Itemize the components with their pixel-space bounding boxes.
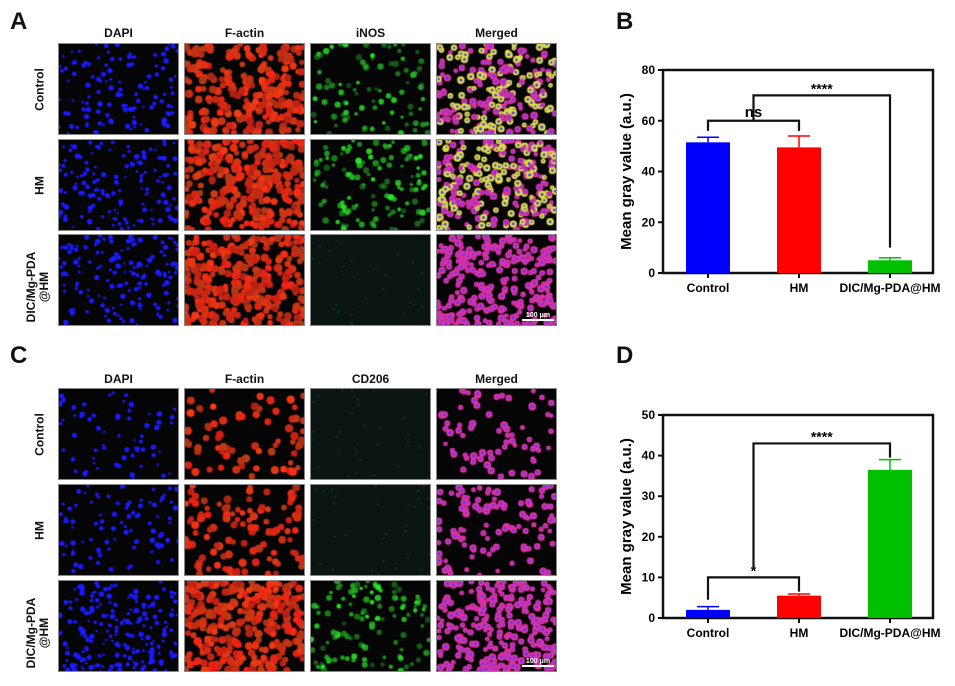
scale-bar-label: 100 μm bbox=[525, 312, 551, 319]
micrograph-cd206-3 bbox=[310, 580, 431, 672]
bar-dic-mg-pda-hm bbox=[868, 469, 912, 618]
micrograph-dapi-3 bbox=[58, 234, 179, 326]
row-label: HM bbox=[32, 521, 47, 540]
significance-label: **** bbox=[811, 428, 833, 444]
row-label: DIC/Mg-PDA @HM bbox=[24, 251, 51, 323]
scale-bar: 100 μm bbox=[522, 312, 554, 321]
row-label: Control bbox=[32, 68, 47, 111]
panel-label-a: A bbox=[10, 8, 28, 35]
micrograph-inos-1 bbox=[310, 43, 431, 135]
column-header: F-actin bbox=[224, 26, 265, 40]
x-tick-label: DIC/Mg-PDA@HM bbox=[839, 626, 940, 640]
significance-bracket bbox=[752, 94, 892, 248]
significance-label: * bbox=[751, 562, 757, 578]
micrograph-f-actin-3 bbox=[184, 234, 305, 326]
x-tick-label: DIC/Mg-PDA@HM bbox=[839, 281, 940, 295]
micrograph-inos-2 bbox=[310, 139, 431, 231]
bar-control bbox=[686, 609, 730, 618]
column-header: Merged bbox=[475, 26, 518, 40]
significance-bracket bbox=[706, 576, 801, 600]
micrograph-dapi-2 bbox=[58, 484, 179, 576]
y-tick-label: 20 bbox=[642, 215, 656, 229]
micrograph-merged-1 bbox=[436, 43, 557, 135]
y-tick-label: 0 bbox=[648, 266, 655, 280]
scale-bar-label: 100 μm bbox=[525, 658, 551, 665]
significance-bracket bbox=[706, 119, 801, 131]
y-tick-label: 80 bbox=[642, 63, 656, 77]
x-tick-label: Control bbox=[687, 281, 730, 295]
micrograph-cd206-1 bbox=[310, 388, 431, 480]
chart-d: 0 10 20 30 40 50 Mean gray value (a.u.) Control… bbox=[618, 408, 941, 640]
panel-label-c: C bbox=[10, 342, 28, 369]
micrograph-f-actin-1 bbox=[184, 43, 305, 135]
y-tick-label: 0 bbox=[648, 611, 655, 625]
bar-control bbox=[686, 142, 730, 273]
micrograph-dapi-1 bbox=[58, 43, 179, 135]
micrograph-f-actin-3 bbox=[184, 580, 305, 672]
bar-hm bbox=[777, 147, 821, 273]
micrograph-f-actin-2 bbox=[184, 484, 305, 576]
bar-dic-mg-pda-hm bbox=[868, 260, 912, 273]
y-tick-label: 60 bbox=[642, 114, 656, 128]
x-tick-label: HM bbox=[790, 281, 809, 295]
chart-b: 0 20 40 60 80 Mean gray value (a.u.) Control HM… bbox=[618, 63, 941, 295]
y-tick-label: 40 bbox=[642, 449, 656, 463]
micrograph-f-actin-1 bbox=[184, 388, 305, 480]
x-tick-label: HM bbox=[790, 626, 809, 640]
micrograph-merged-2 bbox=[436, 484, 557, 576]
scale-bar-line bbox=[522, 319, 554, 321]
column-header: F-actin bbox=[224, 372, 265, 386]
scale-bar-line bbox=[522, 665, 554, 667]
row-label: Control bbox=[32, 413, 47, 456]
y-tick-label: 40 bbox=[642, 165, 656, 179]
panel-label-d: D bbox=[616, 342, 634, 369]
column-header: iNOS bbox=[355, 26, 386, 40]
y-tick-label: 20 bbox=[642, 530, 656, 544]
x-tick-label: Control bbox=[687, 626, 730, 640]
column-header: DAPI bbox=[104, 26, 133, 40]
y-axis-title: Mean gray value (a.u.) bbox=[618, 93, 635, 250]
significance-bracket bbox=[752, 442, 892, 570]
bar-hm bbox=[777, 595, 821, 618]
panel-label-b: B bbox=[616, 8, 634, 35]
micrograph-dapi-2 bbox=[58, 139, 179, 231]
significance-label: **** bbox=[811, 80, 833, 96]
column-header: DAPI bbox=[104, 372, 133, 386]
row-label: HM bbox=[32, 176, 47, 195]
y-tick-label: 30 bbox=[642, 489, 656, 503]
column-header: Merged bbox=[475, 372, 518, 386]
y-tick-label: 10 bbox=[642, 570, 656, 584]
y-axis-title: Mean gray value (a.u.) bbox=[618, 438, 635, 595]
micrograph-merged-3 bbox=[436, 580, 557, 672]
y-tick-label: 50 bbox=[642, 408, 656, 422]
micrograph-inos-3 bbox=[310, 234, 431, 326]
micrograph-cd206-2 bbox=[310, 484, 431, 576]
micrograph-f-actin-2 bbox=[184, 139, 305, 231]
micrograph-merged-3 bbox=[436, 234, 557, 326]
micrograph-merged-2 bbox=[436, 139, 557, 231]
scale-bar: 100 μm bbox=[522, 658, 554, 667]
micrograph-dapi-1 bbox=[58, 388, 179, 480]
column-header: CD206 bbox=[351, 372, 390, 386]
row-label: DIC/Mg-PDA @HM bbox=[24, 597, 51, 669]
micrograph-merged-1 bbox=[436, 388, 557, 480]
micrograph-dapi-3 bbox=[58, 580, 179, 672]
